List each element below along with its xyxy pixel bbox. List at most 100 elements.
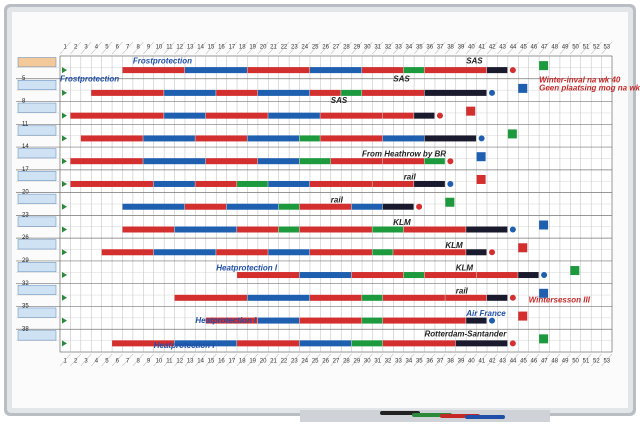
row-labels: 5 8 11 14 17 20 23 26 29 32 35 38	[17, 57, 57, 341]
dot-marker	[436, 112, 443, 119]
week-slash	[570, 353, 581, 367]
strip	[70, 158, 143, 165]
week-slash	[132, 353, 144, 367]
row-number: 5	[22, 76, 26, 82]
week-slash	[205, 41, 217, 55]
strip	[164, 112, 206, 119]
week-slash	[424, 41, 436, 55]
arrow-marker	[62, 135, 67, 142]
square-marker	[507, 129, 517, 139]
week-number-bottom: 50	[572, 359, 579, 365]
row-number: 20	[22, 190, 29, 196]
week-slash	[184, 353, 196, 367]
row-number: 29	[22, 258, 29, 264]
week-slash	[299, 353, 311, 367]
dot-marker	[509, 226, 516, 233]
week-slash	[351, 353, 363, 367]
strip	[382, 203, 414, 210]
square-marker	[466, 106, 476, 116]
strip	[112, 340, 175, 347]
week-number-bottom: 29	[353, 359, 360, 365]
week-slash	[132, 41, 144, 55]
week-slash	[528, 41, 540, 55]
marker-blue	[465, 415, 505, 419]
week-slash	[163, 41, 175, 55]
strip	[393, 249, 466, 256]
week-number-bottom: 43	[499, 359, 506, 365]
strip	[466, 317, 487, 324]
strip	[455, 340, 508, 347]
week-slash	[601, 353, 613, 367]
arrow-marker	[62, 112, 67, 119]
week-slash	[59, 353, 71, 367]
row-number: 17	[22, 167, 29, 173]
week-slash	[361, 41, 373, 55]
week-slash	[80, 41, 92, 55]
week-number-bottom: 16	[218, 359, 225, 365]
week-slash	[80, 353, 92, 367]
week-number-bottom: 51	[583, 359, 590, 365]
row-number: 35	[22, 304, 29, 310]
strip	[257, 158, 300, 165]
strip	[309, 249, 372, 256]
strip	[268, 249, 310, 256]
strip	[143, 158, 206, 165]
week-slash	[320, 353, 331, 367]
week-number-bottom: 28	[343, 359, 350, 365]
strip	[153, 180, 195, 187]
strip	[403, 67, 425, 74]
strip	[382, 135, 425, 142]
strip	[299, 340, 352, 347]
week-number-bottom: 17	[229, 359, 236, 365]
square-marker	[518, 311, 528, 321]
dot-marker	[541, 272, 548, 279]
strip	[424, 135, 477, 142]
week-number-bottom: 39	[458, 359, 465, 365]
handwritten-note: Winter-inval na wk 40	[539, 76, 621, 85]
dot-marker	[478, 135, 485, 142]
week-slash	[257, 353, 269, 367]
marker-black	[380, 411, 420, 415]
week-slash	[309, 41, 321, 55]
handwritten-note: Rotterdam-Santander	[425, 330, 508, 339]
strip	[382, 340, 456, 347]
strip	[278, 203, 300, 210]
week-slash	[247, 41, 259, 55]
week-number-bottom: 42	[489, 359, 496, 365]
week-slash	[236, 353, 248, 367]
week-number-bottom: 37	[437, 359, 444, 365]
week-slash	[601, 41, 613, 55]
row-number: 26	[22, 235, 29, 241]
week-slash	[143, 353, 154, 367]
week-slash	[268, 353, 279, 367]
strip	[330, 158, 383, 165]
strip	[174, 340, 237, 347]
week-number-bottom: 20	[260, 359, 267, 365]
strip	[205, 112, 268, 119]
strip	[195, 180, 237, 187]
handwritten-note: KLM	[393, 218, 411, 227]
label-card	[17, 57, 57, 68]
week-number-bottom: 49	[562, 359, 569, 365]
row-number: 38	[22, 326, 29, 332]
strip	[122, 226, 175, 233]
annotations: Frostprotection Frostprotection SAS SAS Wint…	[60, 56, 640, 350]
week-slash	[309, 353, 321, 367]
week-number-bottom: 44	[510, 359, 517, 365]
week-number-bottom: 12	[176, 359, 183, 365]
strip	[466, 226, 508, 233]
week-number-bottom: 22	[281, 359, 288, 365]
week-slash	[101, 353, 113, 367]
week-slash	[288, 41, 300, 55]
week-slash	[361, 353, 373, 367]
week-slash	[580, 41, 592, 55]
strip	[424, 67, 487, 74]
week-number-bottom: 52	[593, 359, 600, 365]
strip	[424, 158, 445, 165]
week-slash	[91, 353, 102, 367]
square-marker	[570, 266, 580, 276]
strip	[299, 203, 352, 210]
week-slash	[299, 41, 311, 55]
strip	[320, 112, 383, 119]
